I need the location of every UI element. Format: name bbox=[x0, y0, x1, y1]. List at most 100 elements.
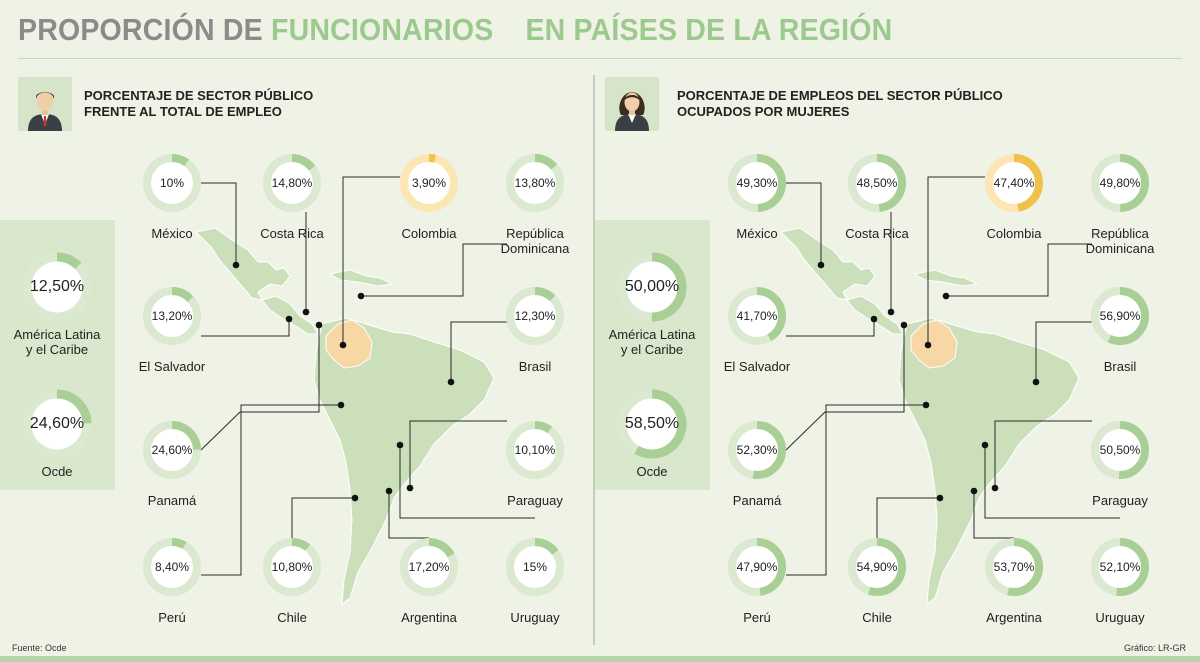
left-ring-argentina-arc bbox=[400, 538, 458, 596]
man-icon bbox=[18, 77, 72, 131]
right-map bbox=[779, 227, 1080, 606]
right-colombia-shape bbox=[910, 319, 958, 369]
left-value-republica: 13,80% bbox=[514, 176, 556, 190]
left-connector-paraguay bbox=[409, 420, 507, 488]
right-value-colombia: 47,40% bbox=[993, 176, 1035, 190]
right-dot-panama bbox=[900, 321, 908, 329]
left-agg-label-america-latina: América Latina y el Caribe bbox=[13, 327, 101, 357]
title-part-2: FUNCIONARIOS bbox=[270, 12, 494, 47]
right-ring-panama-arc bbox=[728, 421, 786, 479]
left-dot-chile bbox=[351, 494, 359, 502]
left-dot-peru bbox=[337, 401, 345, 409]
right-ring-peru-arc bbox=[728, 538, 786, 596]
title-rule bbox=[18, 58, 1182, 59]
left-colombia-shape bbox=[325, 319, 373, 369]
right-dot-peru bbox=[922, 401, 930, 409]
right-panel-heading: PORCENTAJE DE EMPLEOS DEL SECTOR PÚBLICO… bbox=[677, 88, 1003, 120]
left-connector-peru bbox=[201, 404, 341, 576]
left-ring-mexico-arc bbox=[143, 154, 201, 212]
right-label-peru: Perú bbox=[743, 610, 771, 625]
left-ring-colombia-arc bbox=[400, 154, 458, 212]
left-value-peru: 8,40% bbox=[154, 560, 190, 574]
left-ring-republica-arc bbox=[506, 154, 564, 212]
left-ring-brasil-arc bbox=[506, 287, 564, 345]
left-ring-panama-arc bbox=[143, 421, 201, 479]
right-ring-colombia-arc bbox=[985, 154, 1043, 212]
right-connector-colombia bbox=[927, 176, 985, 345]
left-label-el-salvador: El Salvador bbox=[138, 359, 206, 374]
right-heading-line-2: OCUPADOS POR MUJERES bbox=[677, 104, 850, 119]
left-label-costa-rica: Costa Rica bbox=[260, 226, 324, 241]
right-connector-peru bbox=[786, 404, 926, 576]
credit-note: Gráfico: LR-GR bbox=[1123, 643, 1186, 653]
left-dot-el-salvador bbox=[285, 315, 293, 323]
left-map bbox=[194, 227, 495, 606]
right-value-peru: 47,90% bbox=[736, 560, 778, 574]
source-note: Fuente: Ocde bbox=[12, 643, 67, 653]
right-value-uruguay: 52,10% bbox=[1099, 560, 1141, 574]
left-ring-chile-arc bbox=[263, 538, 321, 596]
right-ring-argentina-arc bbox=[985, 538, 1043, 596]
right-value-el-salvador: 41,70% bbox=[736, 309, 778, 323]
left-heading-line-2: FRENTE AL TOTAL DE EMPLEO bbox=[84, 104, 282, 119]
right-label-brasil: Brasil bbox=[1103, 359, 1137, 374]
left-mexico-shape bbox=[194, 227, 291, 301]
left-dot-uruguay bbox=[396, 441, 404, 449]
left-connector-panama bbox=[200, 325, 320, 451]
woman-icon bbox=[605, 77, 659, 131]
right-label-uruguay: Uruguay bbox=[1095, 610, 1145, 625]
left-heading-line-1: PORCENTAJE DE SECTOR PÚBLICO bbox=[84, 88, 314, 103]
left-value-chile: 10,80% bbox=[271, 560, 313, 574]
left-dot-republica bbox=[357, 292, 365, 300]
left-label-republica: República Dominicana bbox=[500, 226, 570, 256]
left-connector-mexico bbox=[201, 182, 237, 265]
right-connector-el-salvador bbox=[786, 319, 875, 337]
left-dot-argentina bbox=[385, 487, 393, 495]
right-mexico-shape bbox=[779, 227, 876, 301]
left-label-paraguay: Paraguay bbox=[507, 493, 563, 508]
right-label-republica: República Dominicana bbox=[1085, 226, 1155, 256]
right-dot-paraguay bbox=[991, 484, 999, 492]
left-value-argentina: 17,20% bbox=[408, 560, 450, 574]
left-dot-brasil bbox=[447, 378, 455, 386]
right-dot-uruguay bbox=[981, 441, 989, 449]
left-ring-paraguay-arc bbox=[506, 421, 564, 479]
right-value-costa-rica: 48,50% bbox=[856, 176, 898, 190]
left-label-colombia: Colombia bbox=[401, 226, 457, 241]
left-value-colombia: 3,90% bbox=[411, 176, 447, 190]
left-agg-value-america-latina: 12,50% bbox=[29, 278, 85, 295]
right-value-argentina: 53,70% bbox=[993, 560, 1035, 574]
right-label-mexico: México bbox=[736, 226, 778, 241]
left-value-panama: 24,60% bbox=[151, 443, 193, 457]
left-dot-mexico bbox=[232, 261, 240, 269]
left-label-brasil: Brasil bbox=[518, 359, 552, 374]
page-title: PROPORCIÓN DE FUNCIONARIOS EN PAÍSES DE … bbox=[18, 12, 892, 48]
right-dot-el-salvador bbox=[870, 315, 878, 323]
right-ring-brasil-arc bbox=[1091, 287, 1149, 345]
title-part-3: EN PAÍSES DE LA REGIÓN bbox=[525, 12, 893, 47]
right-label-colombia: Colombia bbox=[986, 226, 1042, 241]
right-value-brasil: 56,90% bbox=[1099, 309, 1141, 323]
right-connector-republica bbox=[946, 243, 1092, 297]
left-label-mexico: México bbox=[151, 226, 193, 241]
right-agg-label-america-latina: América Latina y el Caribe bbox=[608, 327, 696, 357]
right-ring-mexico-arc bbox=[728, 154, 786, 212]
right-dot-republica bbox=[942, 292, 950, 300]
right-central-america-shape bbox=[846, 295, 904, 335]
right-label-chile: Chile bbox=[862, 610, 892, 625]
right-value-mexico: 49,30% bbox=[736, 176, 778, 190]
left-dot-paraguay bbox=[406, 484, 414, 492]
left-agg-value-ocde: 24,60% bbox=[29, 415, 85, 432]
left-value-brasil: 12,30% bbox=[514, 309, 556, 323]
left-connector-argentina bbox=[388, 491, 429, 539]
left-label-panama: Panamá bbox=[147, 493, 197, 508]
left-agg-label-ocde: Ocde bbox=[41, 464, 73, 479]
left-value-costa-rica: 14,80% bbox=[271, 176, 313, 190]
panel-divider bbox=[593, 75, 595, 645]
left-dot-costa-rica bbox=[302, 308, 310, 316]
left-panel-heading: PORCENTAJE DE SECTOR PÚBLICO FRENTE AL T… bbox=[84, 88, 313, 120]
right-dot-argentina bbox=[970, 487, 978, 495]
right-label-paraguay: Paraguay bbox=[1092, 493, 1148, 508]
left-agg-ring-america-latina-arc bbox=[22, 252, 92, 322]
